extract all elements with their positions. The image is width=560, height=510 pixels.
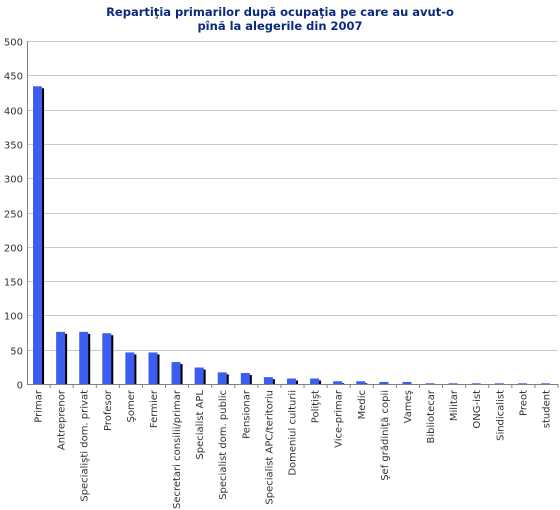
y-tick-label: 150 — [4, 278, 23, 289]
y-tick-label: 0 — [17, 381, 23, 392]
chart-title: Repartiţia primarilor după ocupaţia pe c… — [0, 5, 560, 33]
axes — [27, 41, 559, 388]
x-tick-label: Poliţişt — [311, 390, 322, 423]
y-tick-label: 350 — [4, 141, 23, 152]
y-tick-label: 250 — [4, 210, 23, 221]
x-tick-label: Vice-primar — [334, 389, 345, 448]
x-tick-label: student — [541, 390, 552, 428]
bar — [287, 378, 296, 384]
bar — [494, 383, 504, 384]
gridlines — [27, 41, 558, 385]
bar — [148, 352, 158, 384]
bars — [33, 86, 550, 384]
bar — [379, 381, 389, 384]
x-tick-label: Sindicalist — [495, 390, 506, 441]
x-tick-label: Specialişti dom. privat — [80, 390, 91, 502]
bar — [333, 381, 343, 384]
labels: 0 50 100 150 200 250 300 350 400 450 500 Primar Antr… — [4, 38, 553, 510]
y-tick-label: 500 — [4, 38, 23, 49]
x-tick-label: Pensionar — [241, 389, 252, 439]
y-tick-label: 450 — [4, 72, 23, 83]
x-tick-label: Secretari consilii/primar — [172, 389, 183, 509]
bar — [102, 333, 112, 384]
x-tick-label: Militar — [449, 389, 460, 421]
y-tick-label: 50 — [10, 347, 23, 358]
x-tick-label: Profesor — [103, 389, 114, 431]
x-tick-label: ONG-ist — [472, 390, 483, 429]
x-tick-label: Primar — [34, 389, 45, 423]
bar — [425, 383, 435, 384]
x-tick-label: Specialist APC/teritoriu — [264, 390, 275, 505]
x-tick-label: Antreprenor — [57, 389, 68, 450]
x-tick-label: Specialist APL — [195, 390, 206, 460]
bar — [448, 383, 458, 384]
bar — [471, 383, 481, 384]
x-tick-label: Şef grădiniţă copii — [380, 390, 391, 481]
bar — [217, 372, 227, 384]
y-tick-label: 300 — [4, 175, 23, 186]
bar — [540, 383, 550, 384]
x-tick-label: Domeniul culturii — [288, 390, 299, 476]
bar — [33, 86, 43, 384]
bar — [194, 367, 204, 384]
bar — [356, 381, 366, 384]
x-tick-label: Bibliotecar — [426, 389, 437, 443]
y-tick-label: 400 — [4, 107, 23, 118]
x-tick-label: Şomer — [126, 389, 137, 422]
bar — [171, 362, 181, 384]
bar — [263, 377, 273, 384]
x-tick-label: Specialist dom. public — [218, 390, 229, 500]
x-tick-label: Vameş — [403, 390, 414, 423]
x-tick-label: Fermier — [149, 389, 160, 428]
bar — [402, 381, 412, 384]
chart-title-line-1: Repartiţia primarilor după ocupaţia pe c… — [106, 5, 454, 19]
chart-title-line-2: pînă la alegerile din 2007 — [197, 19, 363, 33]
bar — [79, 331, 89, 384]
x-tick-label: Medic — [357, 390, 368, 419]
bar — [517, 383, 527, 384]
bar — [240, 373, 250, 384]
x-tick-label: Preot — [518, 390, 529, 416]
y-tick-label: 200 — [4, 244, 23, 255]
bar — [125, 352, 135, 384]
bar — [56, 331, 66, 384]
bar — [310, 378, 320, 384]
y-tick-label: 100 — [4, 312, 23, 323]
